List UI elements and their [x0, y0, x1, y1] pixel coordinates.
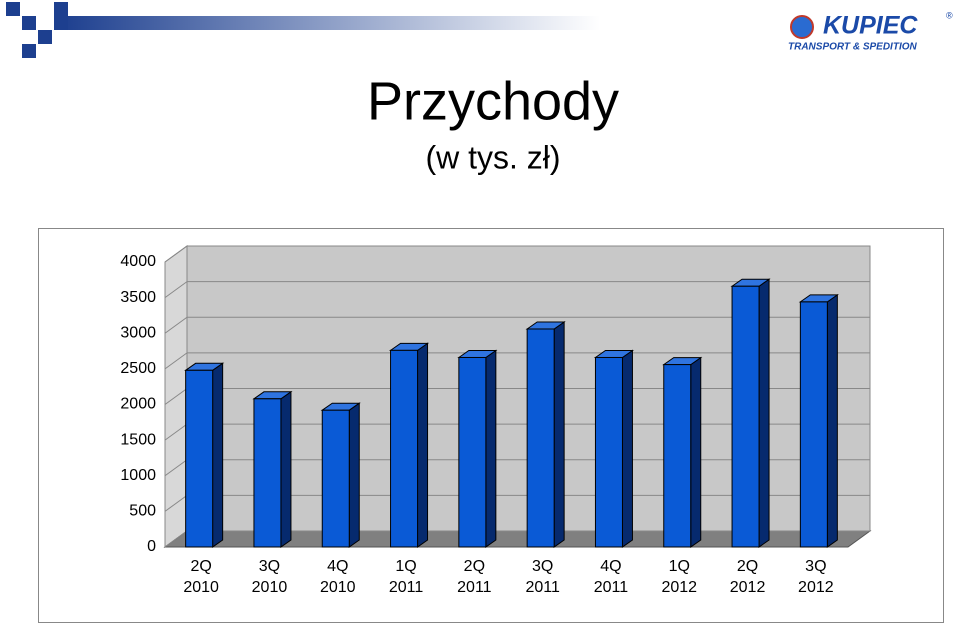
- grid-line: [164, 316, 188, 334]
- bar-side: [485, 349, 497, 548]
- x-tick-label: 3Q 2012: [798, 558, 834, 596]
- x-tick-label: 2Q 2012: [729, 558, 766, 596]
- bar-side: [417, 342, 429, 548]
- x-tick-label: 3Q 2010: [251, 558, 288, 596]
- grid-line: [164, 388, 188, 405]
- grid-line: [164, 281, 188, 299]
- logo-globe: [790, 15, 814, 39]
- logo-mark: ®: [946, 10, 953, 20]
- bar: [253, 398, 282, 548]
- bar-side: [348, 402, 360, 548]
- header-band: [60, 16, 780, 30]
- y-tick-label: 2500: [120, 360, 156, 377]
- logo-name: KUPIEC: [823, 12, 918, 40]
- bar-side: [758, 278, 770, 548]
- bar-side: [212, 362, 224, 548]
- logo-tagline: TRANSPORT & SPEDITION: [788, 42, 917, 53]
- chart-frame: [38, 228, 944, 623]
- y-tick-label: 0: [147, 538, 156, 555]
- grid-line: [164, 423, 188, 441]
- chart-title: Przychody: [367, 71, 619, 131]
- grid-line: [164, 352, 188, 370]
- bar: [731, 285, 760, 548]
- header-square: [22, 44, 36, 58]
- header-square: [38, 30, 52, 44]
- y-tick-label: 500: [129, 503, 156, 520]
- x-tick-label: 2Q 2010: [183, 558, 219, 596]
- y-tick-label: 3500: [120, 289, 156, 306]
- x-tick-label: 3Q 2011: [525, 558, 560, 596]
- bar: [185, 369, 214, 548]
- chart-subtitle: (w tys. zł): [425, 139, 560, 175]
- y-tick-label: 1000: [120, 467, 156, 484]
- y-tick-label: 2000: [120, 396, 156, 413]
- bar-side: [553, 321, 565, 548]
- bar-side: [826, 293, 838, 548]
- bar: [458, 356, 487, 548]
- x-tick-label: 1Q 2011: [388, 558, 424, 596]
- bar: [799, 301, 828, 548]
- bar-side: [621, 349, 633, 548]
- header-square: [6, 2, 20, 16]
- y-tick-label: 1500: [120, 431, 156, 448]
- bar: [321, 409, 350, 548]
- bar: [663, 364, 692, 548]
- grid-line: [164, 494, 188, 512]
- bar-side: [280, 390, 292, 548]
- bar: [594, 356, 623, 548]
- bar: [526, 328, 555, 548]
- grid-line: [164, 530, 188, 548]
- header-square: [54, 2, 68, 30]
- x-tick-label: 1Q 2012: [661, 558, 698, 596]
- y-tick-label: 4000: [120, 253, 156, 270]
- grid-line: [164, 459, 188, 477]
- bar-side: [690, 356, 702, 548]
- header-square: [22, 16, 36, 30]
- x-tick-label: 2Q 2011: [457, 558, 492, 596]
- x-tick-label: 4Q 2010: [319, 558, 356, 596]
- bar: [390, 349, 419, 548]
- y-tick-label: 3000: [120, 324, 156, 341]
- grid-line: [164, 245, 188, 263]
- x-tick-label: 4Q 2011: [593, 558, 629, 596]
